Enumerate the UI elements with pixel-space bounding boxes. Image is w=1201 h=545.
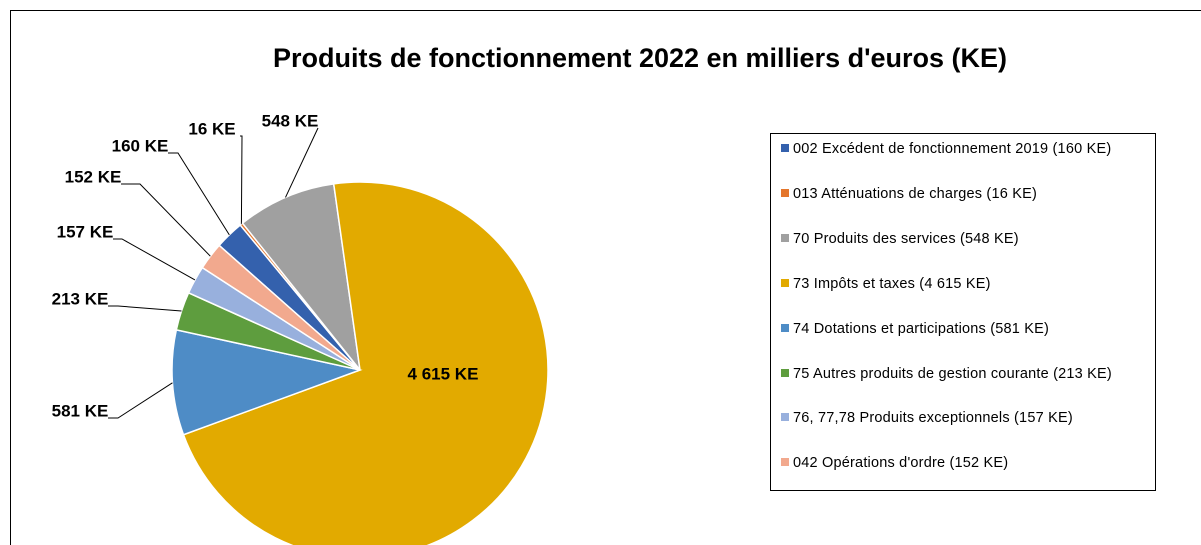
legend-item: 042 Opérations d'ordre (152 KE) (781, 454, 1141, 472)
legend-item: 70 Produits des services (548 KE) (781, 230, 1141, 248)
legend-swatch (781, 324, 789, 332)
legend-label: 73 Impôts et taxes (4 615 KE) (793, 276, 991, 292)
data-label: 4 615 KE (408, 364, 479, 383)
pie-slice (171, 328, 363, 436)
legend-item: 013 Atténuations de charges (16 KE) (781, 185, 1141, 203)
legend-label: 013 Atténuations de charges (16 KE) (793, 186, 1037, 202)
data-label: 152 KE (65, 167, 122, 186)
legend-item: 002 Excédent de fonctionnement 2019 (160… (781, 140, 1141, 158)
legend-item: 75 Autres produits de gestion courante (… (781, 365, 1141, 383)
pie-slice (182, 181, 549, 545)
data-label: 160 KE (112, 136, 169, 155)
frame (10, 10, 1201, 545)
leader-line (285, 127, 319, 198)
legend-label: 002 Excédent de fonctionnement 2019 (160… (793, 141, 1112, 157)
legend-swatch (781, 369, 789, 377)
legend-swatch (781, 413, 789, 421)
leader-line (113, 238, 196, 281)
data-label: 213 KE (52, 289, 109, 308)
legend-swatch (781, 279, 789, 287)
legend-label: 75 Autres produits de gestion courante (… (793, 366, 1112, 382)
legend-item: 73 Impôts et taxes (4 615 KE) (781, 275, 1141, 293)
legend-label: 042 Opérations d'ordre (152 KE) (793, 455, 1009, 471)
pie-slice (241, 183, 362, 373)
legend-swatch (781, 189, 789, 197)
legend-item: 74 Dotations et participations (581 KE) (781, 320, 1141, 338)
leader-line (108, 305, 182, 312)
legend-item: 76, 77,78 Produits exceptionnels (157 KE… (781, 409, 1141, 427)
data-label: 157 KE (57, 222, 114, 241)
legend-label: 70 Produits des services (548 KE) (793, 231, 1019, 247)
leader-line (240, 135, 243, 225)
leader-line (108, 382, 173, 419)
legend-label: 74 Dotations et participations (581 KE) (793, 321, 1050, 337)
leader-line (121, 183, 211, 257)
legend: 002 Excédent de fonctionnement 2019 (160… (770, 133, 1156, 491)
leader-line (168, 152, 230, 236)
chart-title: Produits de fonctionnement 2022 en milli… (273, 43, 1007, 73)
legend-label: 76, 77,78 Produits exceptionnels (157 KE… (793, 410, 1073, 426)
legend-swatch (781, 144, 789, 152)
legend-swatch (781, 234, 789, 242)
data-label: 548 KE (262, 111, 319, 130)
data-label: 581 KE (52, 401, 109, 420)
legend-swatch (781, 458, 789, 466)
data-label: 16 KE (188, 119, 235, 138)
